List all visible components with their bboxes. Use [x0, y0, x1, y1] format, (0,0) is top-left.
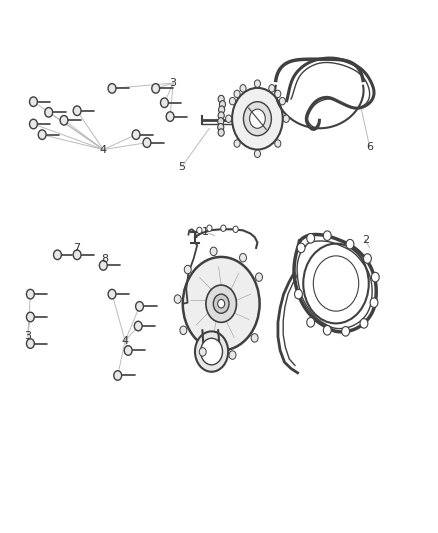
Circle shape: [174, 295, 181, 303]
Text: 4: 4: [122, 336, 129, 346]
Circle shape: [371, 272, 379, 282]
Circle shape: [234, 140, 240, 147]
Circle shape: [218, 124, 224, 131]
Circle shape: [279, 98, 286, 105]
Circle shape: [232, 88, 283, 150]
Circle shape: [233, 226, 238, 232]
Circle shape: [323, 231, 331, 240]
Circle shape: [108, 84, 116, 93]
Circle shape: [294, 289, 302, 299]
Circle shape: [297, 243, 305, 253]
Circle shape: [160, 98, 168, 108]
Text: 5: 5: [178, 161, 185, 172]
Circle shape: [218, 129, 224, 136]
Circle shape: [143, 138, 151, 148]
Circle shape: [114, 370, 122, 380]
Text: 4: 4: [100, 144, 107, 155]
Circle shape: [240, 85, 246, 92]
Circle shape: [26, 339, 34, 349]
Circle shape: [29, 119, 37, 129]
Circle shape: [108, 289, 116, 299]
Circle shape: [45, 108, 53, 117]
Circle shape: [360, 319, 368, 328]
Text: 6: 6: [366, 142, 373, 152]
Circle shape: [254, 80, 261, 87]
Circle shape: [250, 109, 265, 128]
Circle shape: [206, 285, 237, 322]
Circle shape: [226, 115, 232, 123]
Circle shape: [197, 227, 202, 233]
Circle shape: [180, 326, 187, 335]
Circle shape: [26, 289, 34, 299]
Circle shape: [213, 294, 229, 313]
Circle shape: [201, 338, 223, 365]
Circle shape: [234, 90, 240, 98]
Circle shape: [240, 253, 247, 262]
Circle shape: [255, 273, 262, 281]
Circle shape: [218, 112, 224, 119]
Circle shape: [275, 140, 281, 147]
Circle shape: [60, 116, 68, 125]
Circle shape: [307, 233, 314, 243]
Circle shape: [254, 150, 261, 158]
Circle shape: [124, 346, 132, 356]
Circle shape: [53, 250, 61, 260]
Circle shape: [307, 318, 314, 327]
Circle shape: [218, 118, 224, 125]
Circle shape: [38, 130, 46, 140]
Text: 3: 3: [24, 330, 31, 341]
Circle shape: [183, 257, 260, 351]
Circle shape: [134, 321, 142, 331]
Circle shape: [244, 102, 272, 136]
Circle shape: [99, 261, 107, 270]
Text: 3: 3: [170, 78, 177, 88]
Text: 1: 1: [201, 227, 208, 237]
Circle shape: [29, 97, 37, 107]
Circle shape: [230, 98, 236, 105]
Circle shape: [136, 302, 144, 311]
Circle shape: [251, 334, 258, 342]
Circle shape: [73, 106, 81, 116]
Circle shape: [283, 115, 289, 123]
Circle shape: [342, 327, 350, 336]
Circle shape: [219, 101, 226, 108]
Circle shape: [152, 84, 159, 93]
Circle shape: [184, 265, 191, 274]
Circle shape: [199, 348, 206, 356]
Circle shape: [73, 250, 81, 260]
Circle shape: [364, 254, 371, 263]
Circle shape: [210, 247, 217, 256]
Circle shape: [166, 112, 174, 122]
Circle shape: [207, 225, 212, 231]
Text: 8: 8: [101, 254, 108, 263]
Circle shape: [275, 90, 281, 98]
Circle shape: [370, 298, 378, 308]
Text: 2: 2: [362, 235, 369, 245]
Circle shape: [323, 326, 331, 335]
Circle shape: [218, 95, 224, 103]
Circle shape: [219, 106, 225, 114]
Circle shape: [229, 351, 236, 359]
Circle shape: [269, 85, 275, 92]
Circle shape: [221, 225, 226, 231]
Circle shape: [132, 130, 140, 140]
Text: 7: 7: [74, 243, 81, 253]
Circle shape: [195, 332, 228, 372]
Circle shape: [346, 239, 354, 249]
Circle shape: [218, 300, 225, 308]
Circle shape: [26, 312, 34, 322]
